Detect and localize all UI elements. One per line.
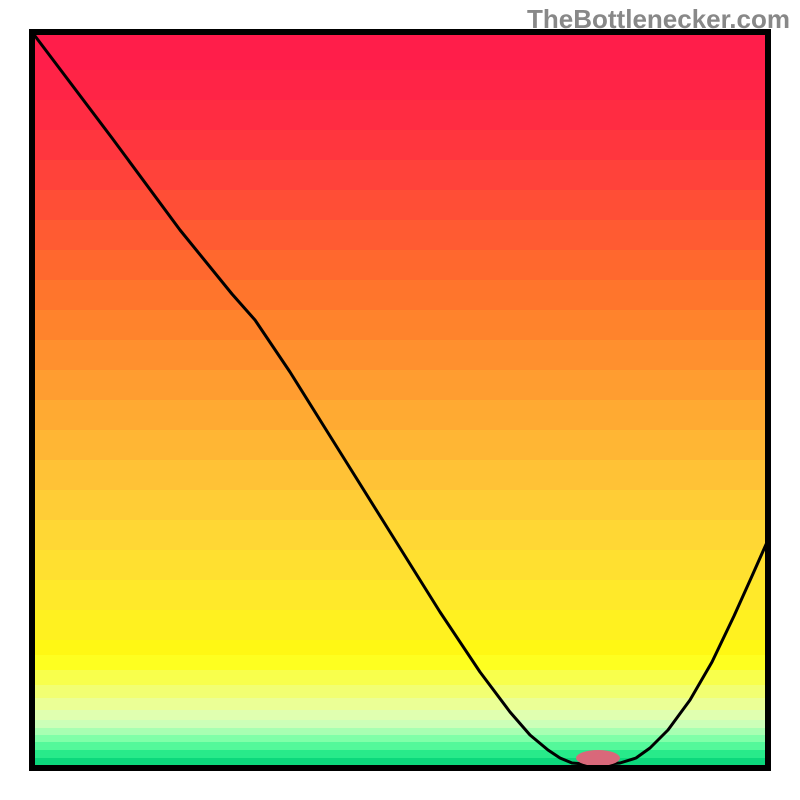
gradient-background [32,32,768,768]
bottleneck-chart [0,0,800,800]
chart-container: TheBottlenecker.com [0,0,800,800]
watermark-text: TheBottlenecker.com [527,4,790,35]
optimum-marker [576,750,620,766]
